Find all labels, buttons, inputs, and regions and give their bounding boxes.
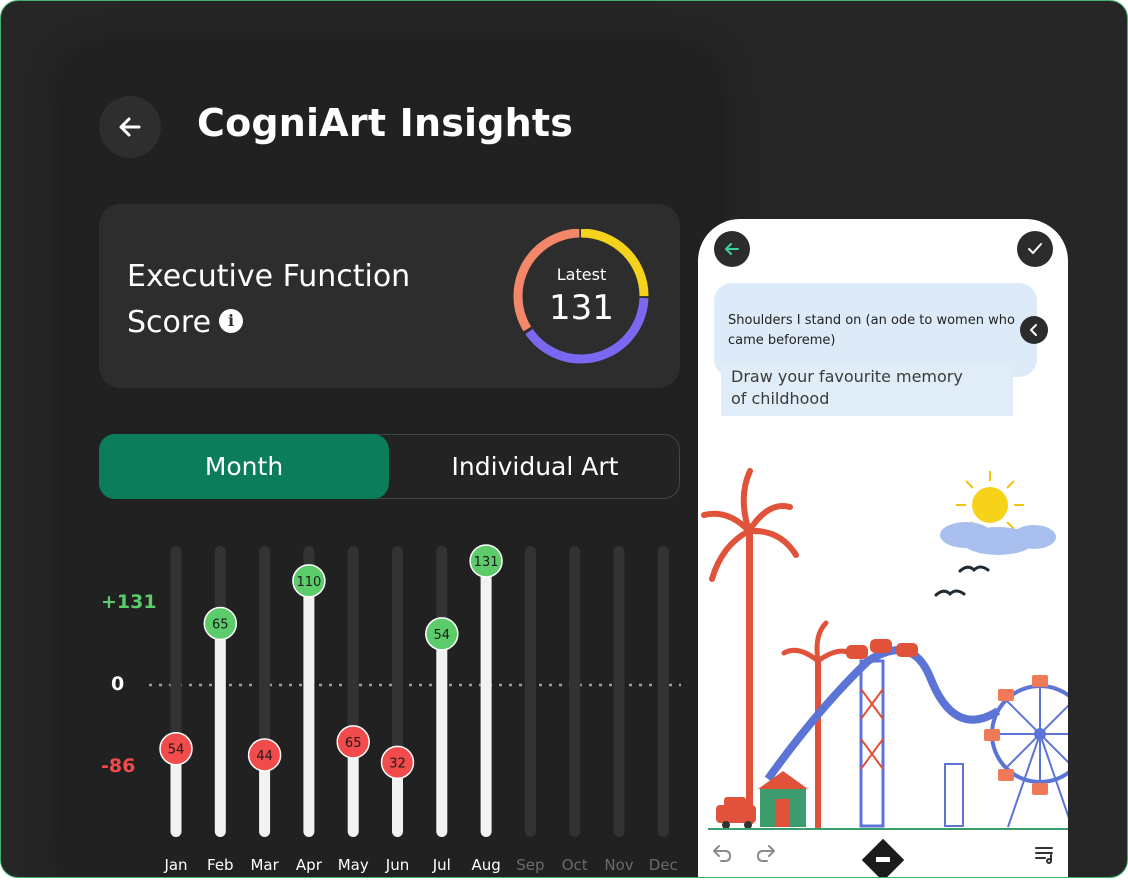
chevron-left-icon <box>1030 324 1037 336</box>
prompt-bubble: Shoulders I stand on (an ode to women wh… <box>714 283 1037 377</box>
info-icon[interactable]: i <box>219 308 244 333</box>
bar-track <box>524 546 536 837</box>
score-ring <box>513 229 649 364</box>
data-point <box>247 738 282 772</box>
childhood-drawing <box>701 468 1068 830</box>
tent-icon <box>758 771 808 827</box>
bar <box>170 748 182 837</box>
arrow-left-icon <box>119 117 141 137</box>
score-title: Executive Function Score i <box>127 254 457 346</box>
score-title-text: Executive Function Score <box>127 259 411 340</box>
x-tick-label: May <box>338 856 369 874</box>
memory-prompt: Draw your favourite memory of childhood <box>721 364 1013 416</box>
drawing-panel: Shoulders I stand on (an ode to women wh… <box>698 219 1068 878</box>
data-point <box>336 725 370 759</box>
memory-prompt-line2: of childhood <box>731 389 830 408</box>
data-point <box>425 617 459 651</box>
bar <box>259 754 271 837</box>
x-tick-label: Jan <box>163 856 187 874</box>
memory-prompt-line1: Draw your favourite memory <box>731 367 963 386</box>
x-tick-label: Jun <box>385 856 409 874</box>
data-label: 32 <box>389 756 406 771</box>
collapse-prompt-button[interactable] <box>1020 316 1048 344</box>
bar <box>436 633 448 837</box>
data-label: 65 <box>345 736 362 751</box>
data-point <box>380 745 415 780</box>
cloud-icon <box>940 522 1056 555</box>
x-tick-label: Sep <box>516 856 544 874</box>
x-tick-label: Jul <box>432 856 451 874</box>
y-label-bottom: -86 <box>101 755 136 777</box>
data-point <box>292 564 326 598</box>
confirm-button[interactable] <box>1017 231 1053 267</box>
x-tick-label: Nov <box>604 856 633 874</box>
bar <box>480 561 492 837</box>
palm-tree-icon <box>781 620 857 829</box>
tab-individual-art[interactable]: Individual Art <box>451 451 619 481</box>
score-card: Executive Function Score i Latest 131 <box>99 204 680 388</box>
bar-track <box>569 546 581 837</box>
x-tick-label: Feb <box>207 856 234 874</box>
roller-coaster-icon <box>764 639 1001 828</box>
x-tick-label: Mar <box>250 856 279 874</box>
bar <box>392 762 403 837</box>
drawing-toolbar <box>698 831 1068 878</box>
view-toggle: Month Individual Art <box>99 434 680 499</box>
latest-value: 131 <box>549 288 614 328</box>
data-label: 54 <box>434 628 451 643</box>
tab-month[interactable]: Month <box>99 434 389 499</box>
arrow-left-icon <box>725 243 739 255</box>
palm-tree-icon <box>701 468 799 824</box>
bar <box>303 580 315 837</box>
data-label: 65 <box>212 617 229 632</box>
monthly-score-chart: 54 Jan 65 Feb 44 Mar 110 Apr 65 May 32 Jun 54 Jul 131 A… <box>149 544 681 874</box>
check-icon <box>1028 243 1042 254</box>
car-icon <box>716 797 756 829</box>
x-tick-label: Apr <box>296 856 323 874</box>
bar <box>214 623 226 837</box>
redo-icon[interactable] <box>754 841 778 865</box>
data-label: 131 <box>474 555 499 570</box>
undo-icon[interactable] <box>710 841 734 865</box>
x-tick-label: Oct <box>562 856 588 874</box>
back-button[interactable] <box>99 96 161 158</box>
drawing-back-button[interactable] <box>714 231 750 267</box>
latest-label: Latest <box>556 265 607 284</box>
data-point <box>203 606 238 641</box>
data-label: 44 <box>256 749 273 764</box>
playlist-icon[interactable] <box>1034 843 1056 865</box>
data-label: 110 <box>296 575 321 590</box>
y-label-top: +131 <box>101 591 157 613</box>
x-tick-label: Dec <box>649 856 678 874</box>
x-tick-label: Aug <box>471 856 500 874</box>
data-label: 54 <box>168 743 185 758</box>
data-point <box>159 731 193 766</box>
brush-size-button[interactable] <box>860 837 906 878</box>
birds-icon <box>934 565 990 597</box>
bar <box>347 741 359 837</box>
data-point <box>469 544 503 578</box>
bar-track <box>657 546 669 837</box>
y-label-zero: 0 <box>111 673 125 695</box>
page-title: CogniArt Insights <box>197 101 574 145</box>
ferris-wheel-icon <box>984 675 1068 828</box>
bar-track <box>613 546 625 837</box>
